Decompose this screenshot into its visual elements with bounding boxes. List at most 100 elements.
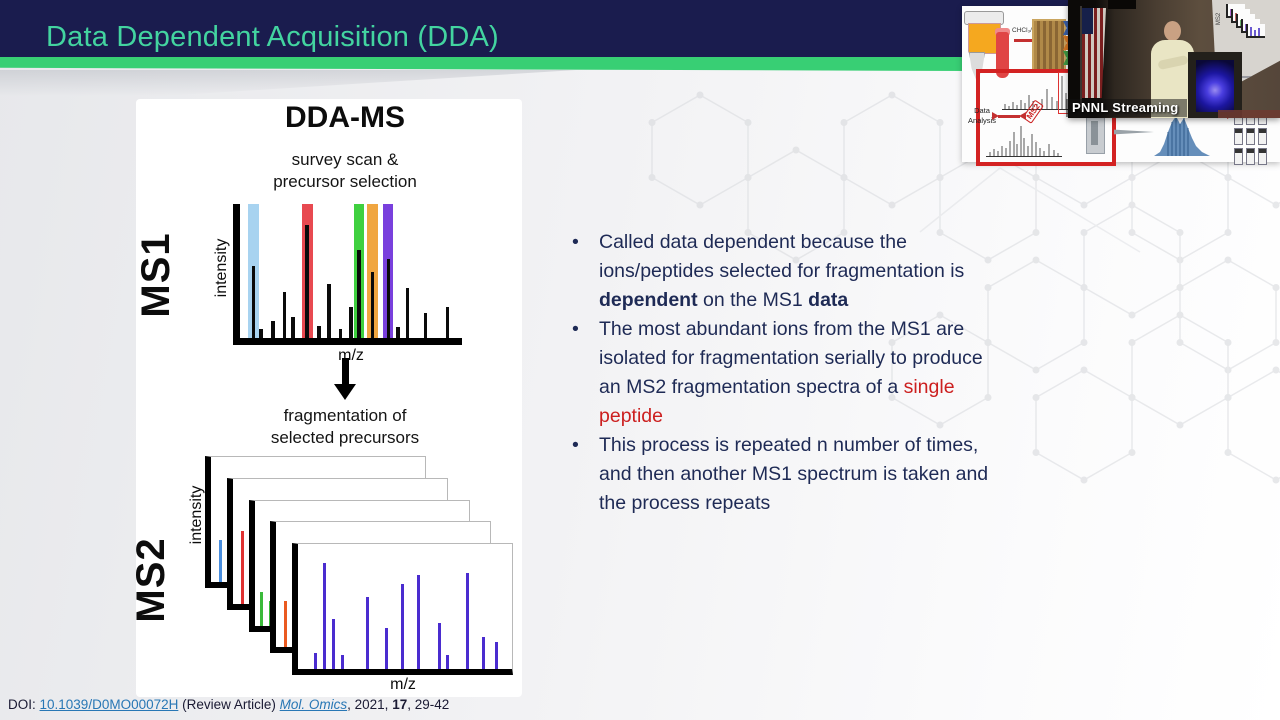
ms2-peak <box>482 636 486 669</box>
down-arrow-icon <box>334 384 356 400</box>
ms1-intensity-label: intensity <box>213 238 230 298</box>
data-analysis-label: Data Analysis <box>968 106 996 125</box>
ms1-peak <box>370 272 375 338</box>
vial-icon <box>1246 148 1255 165</box>
video-red-strip <box>1218 110 1280 118</box>
bullet-marker: • <box>572 318 579 340</box>
vial-icon <box>1258 148 1267 165</box>
page-title: Data Dependent Acquisition (DDA) <box>46 21 499 53</box>
ms2-peak <box>260 591 264 626</box>
ms1-plot <box>233 204 462 345</box>
doi-prefix: DOI: <box>8 697 40 712</box>
ms2-peak <box>385 627 389 669</box>
citation-year: , 2021, <box>347 697 393 712</box>
esi-needle-icon <box>1114 129 1154 135</box>
ms2-peak <box>332 619 336 669</box>
ms2-peak <box>313 652 317 669</box>
presenter-head <box>1164 21 1181 41</box>
ms1-peak <box>349 307 353 338</box>
ms2-peak <box>494 641 498 669</box>
ms2-peak <box>465 572 469 669</box>
vial-icon <box>1246 128 1255 145</box>
ms1-peak <box>305 225 309 338</box>
ms1-peak <box>445 307 450 338</box>
bullet-item: • The most abundant ions from the MS1 are… <box>570 315 1062 431</box>
ms2-panel <box>292 543 513 675</box>
figure-caption-survey: survey scan & precursor selection <box>273 150 417 191</box>
ms1-peak <box>386 258 391 338</box>
ms1-mz-label: m/z <box>338 347 364 364</box>
ms2-peak <box>366 596 370 669</box>
doi-link[interactable]: 10.1039/D0MO00072H <box>39 697 179 712</box>
precursor-selection-band <box>366 204 378 338</box>
bullet-text-segment: single peptide <box>599 376 955 427</box>
vial-icon <box>1258 128 1267 145</box>
ms2-peak <box>401 584 405 669</box>
ms2-cascade <box>205 456 515 676</box>
ms2-peak <box>416 575 420 669</box>
vial-icon <box>1234 148 1243 165</box>
ms1-peak <box>423 312 428 338</box>
ms1-peak <box>291 316 295 338</box>
bullet-text-segment: dependent <box>599 289 698 311</box>
ms2-peak <box>437 622 441 669</box>
bullet-text-segment: This process is repeated n number of tim… <box>599 434 989 514</box>
ms2-peak <box>446 655 450 669</box>
bullet-item: • Called data dependent because the ions/… <box>570 228 1062 315</box>
ms1-peak <box>271 320 275 338</box>
flag-pole <box>1080 6 1082 110</box>
swoosh-shadow <box>0 70 576 96</box>
bullet-item: • This process is repeated n number of ti… <box>570 431 1062 518</box>
ms1-peak <box>405 288 410 338</box>
ms1-peak <box>259 328 263 338</box>
tissue-image <box>1032 19 1066 72</box>
us-flag-canton <box>1082 8 1093 34</box>
solvent-label: CHCl₃/MeOH <box>1012 27 1056 34</box>
figure-title: DDA-MS <box>285 101 405 134</box>
stream-watermark: PNNL Streaming <box>1066 99 1187 117</box>
ms1-axis-label: MS1 <box>134 232 178 318</box>
data-analysis-arrow-icon <box>992 112 1026 120</box>
ms1-peak <box>338 328 343 338</box>
bullet-marker: • <box>572 434 579 456</box>
citation-middle: (Review Article) <box>178 697 280 712</box>
ms1-peak <box>251 265 256 338</box>
bullet-list: • Called data dependent because the ions/… <box>570 228 1062 518</box>
citation-volume: 17 <box>392 697 408 712</box>
ms1-peak <box>357 249 361 338</box>
green-accent-bar <box>0 57 1280 72</box>
ms2-peak <box>219 539 223 582</box>
bullet-text-segment: data <box>808 289 849 311</box>
ms2-peak <box>340 655 344 669</box>
bullet-text-segment: on the MS1 <box>697 289 809 311</box>
ms2-mz-label: m/z <box>390 676 416 693</box>
ms1-peak <box>327 284 331 338</box>
video-feed: MS2 <box>1068 0 1280 118</box>
ceiling-speaker <box>1108 0 1136 9</box>
chromatogram-image <box>1154 116 1210 156</box>
figure-caption-fragmentation: fragmentation of selected precursors <box>270 406 420 447</box>
screen-ms2-label: MS2 <box>1216 12 1222 26</box>
podium-screen <box>1196 60 1234 112</box>
bullet-text-segment: Called data dependent because the ions/p… <box>599 231 965 282</box>
ms2-axis-label: MS2 <box>129 537 173 623</box>
ms2-peak <box>240 531 244 604</box>
bullet-text-segment: The most abundant ions from the MS1 are … <box>599 318 983 398</box>
ms2-peak <box>323 562 327 669</box>
ms1-peak <box>317 325 321 338</box>
bullet-marker: • <box>572 231 579 253</box>
ms1-peak <box>282 292 287 338</box>
journal-link[interactable]: Mol. Omics <box>279 697 348 712</box>
ms2-intensity-label: intensity <box>188 485 205 545</box>
down-arrow-shaft <box>342 358 349 385</box>
ms1-peak <box>396 327 400 338</box>
vial-icon <box>1234 128 1243 145</box>
blood-tube-icon <box>996 32 1009 78</box>
citation-pages: , 29-42 <box>407 697 450 712</box>
fragment-mini-spectrum <box>986 126 1062 157</box>
screen-mini-panel <box>1246 24 1265 38</box>
ms2-peak <box>284 601 288 648</box>
footer-citation: DOI: 10.1039/D0MO00072H (Review Article)… <box>8 697 449 712</box>
instrument-image <box>1086 114 1105 154</box>
